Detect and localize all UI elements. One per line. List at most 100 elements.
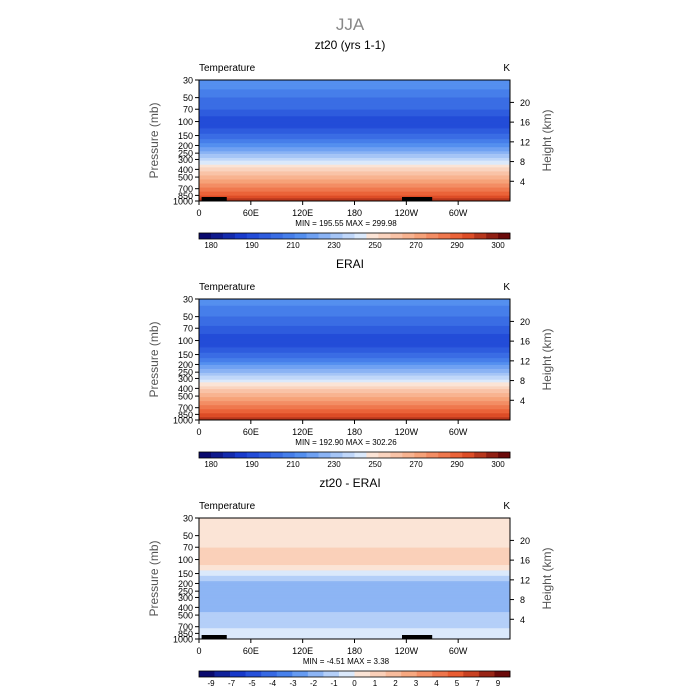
colorbar-label: -5 xyxy=(248,679,256,688)
variable-label: Temperature xyxy=(199,63,256,74)
field-band xyxy=(199,374,510,377)
field-band xyxy=(199,323,510,325)
field-band xyxy=(199,548,510,551)
field-band xyxy=(199,535,510,538)
field-band xyxy=(199,526,510,528)
pressure-tick-label: 70 xyxy=(183,324,193,334)
field-band xyxy=(199,518,510,520)
colorbar-swatch xyxy=(307,671,324,677)
variable-label: Temperature xyxy=(199,501,256,512)
colorbar-label: 2 xyxy=(393,679,398,688)
colorbar-swatch xyxy=(258,233,272,239)
units-label: K xyxy=(503,501,510,512)
field-band xyxy=(199,562,510,565)
field-band xyxy=(199,164,510,167)
pressure-tick-label: 1000 xyxy=(173,416,193,426)
colorbar-swatch xyxy=(270,452,284,458)
field-band xyxy=(199,578,510,581)
colorbar-label: -1 xyxy=(330,679,338,688)
pressure-tick-label: 850 xyxy=(178,191,193,201)
field-band xyxy=(199,417,510,420)
colorbar-label: 300 xyxy=(491,460,505,469)
pressure-tick-label: 300 xyxy=(178,155,193,165)
field-band xyxy=(199,132,510,135)
field-band xyxy=(199,113,510,116)
field-band xyxy=(199,343,510,346)
field-band xyxy=(199,616,510,618)
colorbar-swatch xyxy=(330,452,343,458)
field-band xyxy=(199,332,510,335)
field-band xyxy=(199,581,510,583)
field-band xyxy=(199,375,510,378)
variable-label: Temperature xyxy=(199,282,256,293)
pressure-tick-label: 250 xyxy=(178,587,193,597)
field-band xyxy=(199,527,510,530)
field-band xyxy=(199,329,510,332)
colorbar-swatch xyxy=(378,452,391,458)
colorbar-label: -3 xyxy=(289,679,297,688)
field-band xyxy=(199,342,510,344)
pressure-tick-label: 30 xyxy=(183,295,193,305)
colorbar-swatch xyxy=(486,452,499,458)
colorbar-label: 250 xyxy=(368,241,382,250)
y-axis-label: Pressure (mb) xyxy=(147,540,161,616)
field-band xyxy=(199,347,510,350)
y2-axis-label: Height (km) xyxy=(540,109,554,171)
colorbar-swatch xyxy=(210,233,224,239)
field-band xyxy=(199,105,510,108)
field-band xyxy=(199,389,510,391)
pressure-tick-label: 700 xyxy=(178,184,193,194)
field-band xyxy=(199,123,510,125)
field-band xyxy=(199,352,510,355)
field-band xyxy=(199,137,510,140)
field-band xyxy=(199,547,510,550)
colorbar-label: -2 xyxy=(310,679,318,688)
field-band xyxy=(199,131,510,133)
colorbar-swatch xyxy=(230,671,246,677)
field-band xyxy=(199,531,510,534)
field-band xyxy=(199,556,510,559)
colorbar-swatch xyxy=(282,233,295,239)
field-band xyxy=(199,90,510,93)
field-band xyxy=(199,124,510,127)
field-band xyxy=(199,176,510,179)
x-tick-label: 180 xyxy=(347,208,362,218)
colorbar-label: 3 xyxy=(414,679,419,688)
field-band xyxy=(199,629,510,632)
x-tick-label: 60E xyxy=(243,646,259,656)
pressure-tick-label: 70 xyxy=(183,543,193,553)
field-band xyxy=(199,608,510,610)
colorbar-swatch xyxy=(378,233,391,239)
field-band xyxy=(199,600,510,602)
field-band xyxy=(199,383,510,386)
field-band xyxy=(199,331,510,334)
field-band xyxy=(199,303,510,305)
field-band xyxy=(199,300,510,303)
topography xyxy=(201,635,227,639)
colorbar-label: 190 xyxy=(245,241,259,250)
field-top xyxy=(199,80,510,202)
field-band xyxy=(199,157,510,160)
field-band xyxy=(199,340,510,343)
field-band xyxy=(199,530,510,532)
field-band xyxy=(199,413,510,416)
field-band xyxy=(199,407,510,410)
field-band xyxy=(199,574,510,577)
y2-axis-label: Height (km) xyxy=(540,547,554,609)
colorbar-swatch xyxy=(401,671,417,677)
pressure-tick-label: 1000 xyxy=(173,197,193,207)
topography xyxy=(402,197,433,201)
colorbar-label: 290 xyxy=(450,241,464,250)
field-band xyxy=(199,542,510,544)
field-band xyxy=(199,162,510,164)
colorbar-swatch xyxy=(426,452,439,458)
colorbar-label: 270 xyxy=(409,241,423,250)
field-band xyxy=(199,175,510,178)
field-band xyxy=(199,198,510,201)
colorbar-label: 210 xyxy=(286,241,300,250)
field-band xyxy=(199,194,510,197)
height-tick-label: 16 xyxy=(520,556,530,566)
colorbar-label: 270 xyxy=(409,460,423,469)
